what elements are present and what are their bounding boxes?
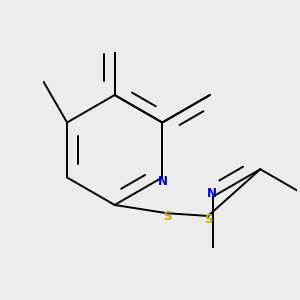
Text: N: N bbox=[207, 187, 217, 200]
Text: S: S bbox=[163, 210, 171, 223]
Text: N: N bbox=[158, 175, 168, 188]
Text: S: S bbox=[204, 213, 212, 226]
